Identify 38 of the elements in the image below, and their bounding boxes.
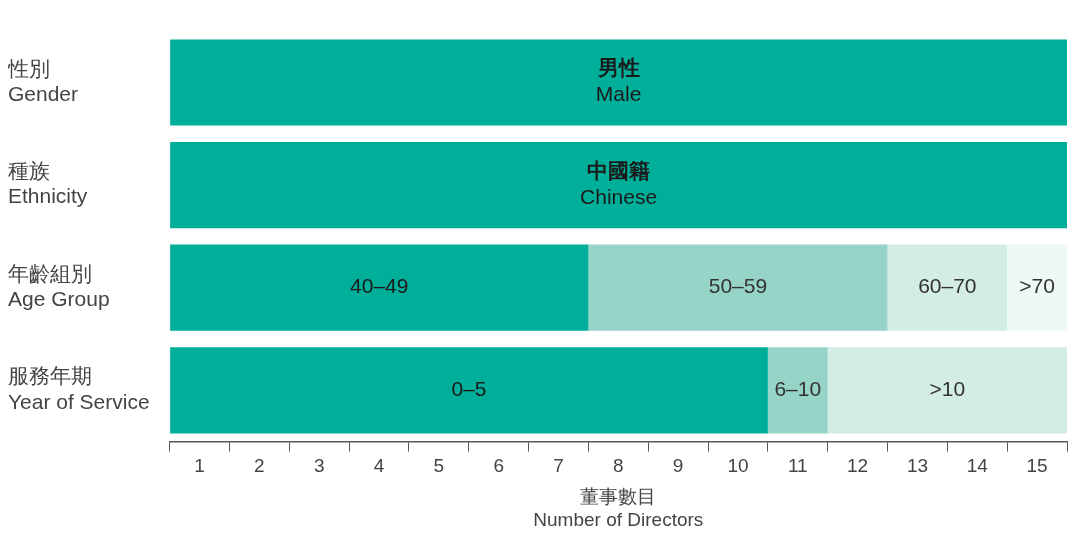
- bar: [1007, 244, 1067, 331]
- y-tick-label: 性別 Gender: [7, 56, 79, 105]
- x-axis-title: 董事數目 Number of Directors: [533, 486, 704, 530]
- data-label: 60–70: [918, 274, 977, 298]
- data-label: >10: [929, 377, 966, 401]
- x-tick-label: 5: [433, 455, 445, 477]
- x-tick-label: 6: [493, 455, 504, 477]
- data-label: 50–59: [708, 274, 768, 298]
- y-tick-label: 年齡組別 Age Group: [8, 261, 110, 311]
- bar: [170, 244, 589, 331]
- x-tick-label: 8: [613, 455, 624, 477]
- x-tick-label: 9: [672, 455, 684, 477]
- y-tick-label: 種族 Ethnicity: [8, 159, 88, 208]
- x-tick-label: 13: [906, 455, 929, 477]
- data-label: 男性 Male: [595, 56, 642, 106]
- bar: [170, 142, 1067, 229]
- data-label: 0–5: [451, 377, 487, 401]
- bar: [767, 347, 828, 434]
- x-tick-label: 7: [553, 455, 564, 477]
- x-tick-label: 1: [194, 455, 205, 477]
- x-tick-label: 12: [847, 455, 869, 477]
- x-tick-label: 10: [727, 455, 749, 477]
- bar: [827, 347, 1067, 434]
- data-label: >70: [1019, 274, 1055, 298]
- bar: [170, 347, 768, 434]
- bar: [170, 39, 1067, 126]
- y-tick-label: 服務年期 Year of Service: [8, 364, 150, 413]
- x-tick-label: 4: [373, 455, 385, 477]
- data-label: 中國籍 Chinese: [580, 158, 658, 208]
- x-tick-label: 2: [254, 455, 265, 477]
- x-tick-label: 15: [1026, 455, 1048, 477]
- data-label: 6–10: [774, 377, 822, 401]
- data-label: 40–49: [350, 274, 409, 298]
- x-tick-label: 3: [313, 455, 325, 477]
- x-tick-label: 11: [787, 455, 808, 477]
- x-tick-label: 14: [966, 455, 989, 477]
- bar: [887, 244, 1008, 331]
- bar: [588, 244, 888, 331]
